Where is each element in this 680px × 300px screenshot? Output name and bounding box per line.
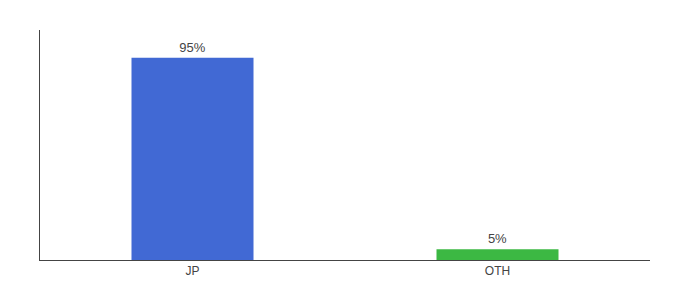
svg-text:95%: 95% (179, 40, 205, 55)
svg-text:JP: JP (185, 264, 199, 278)
svg-text:5%: 5% (488, 231, 507, 246)
svg-text:OTH: OTH (485, 264, 510, 278)
